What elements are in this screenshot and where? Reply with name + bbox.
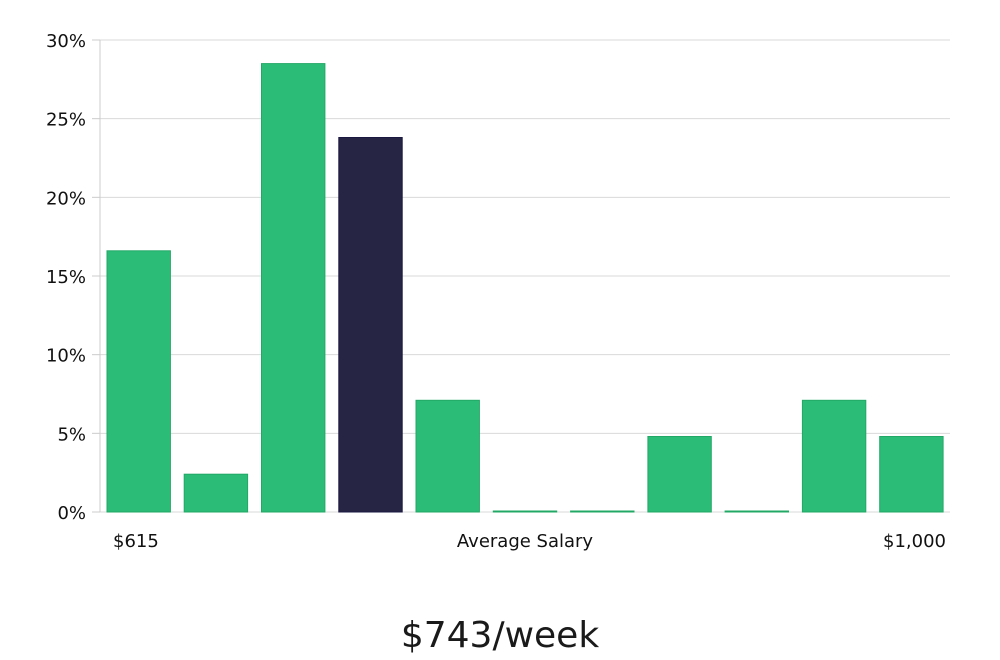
grid-lines bbox=[100, 39, 950, 513]
y-tick-label: 5% bbox=[57, 424, 86, 445]
bar bbox=[570, 510, 635, 513]
x-max-label: $1,000 bbox=[883, 531, 946, 552]
y-axis-ticks: 0% 5% 10% 15% 20% 25% 30% bbox=[46, 31, 100, 524]
bar bbox=[801, 399, 867, 513]
bar-highlighted bbox=[338, 137, 403, 513]
average-weekly-salary: $743/week bbox=[401, 615, 599, 656]
bars bbox=[106, 63, 944, 513]
bar bbox=[492, 510, 558, 513]
y-tick-label: 25% bbox=[46, 110, 86, 131]
bar bbox=[415, 399, 480, 513]
bar bbox=[724, 510, 789, 513]
y-tick-label: 30% bbox=[46, 31, 86, 52]
bar bbox=[261, 63, 326, 513]
x-min-label: $615 bbox=[113, 531, 159, 552]
bar bbox=[106, 250, 171, 513]
x-axis-title: Average Salary bbox=[457, 531, 594, 552]
bar bbox=[647, 436, 712, 513]
y-tick-label: 0% bbox=[57, 503, 86, 524]
y-tick-label: 20% bbox=[46, 188, 86, 209]
bar bbox=[183, 473, 249, 513]
y-tick-label: 10% bbox=[46, 346, 86, 367]
y-tick-label: 15% bbox=[46, 267, 86, 288]
bar bbox=[879, 436, 944, 513]
